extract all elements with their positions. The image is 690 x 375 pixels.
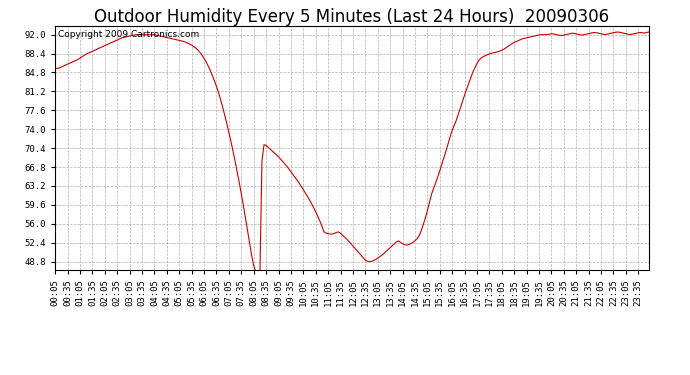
Text: Copyright 2009 Cartronics.com: Copyright 2009 Cartronics.com (58, 30, 199, 39)
Title: Outdoor Humidity Every 5 Minutes (Last 24 Hours)  20090306: Outdoor Humidity Every 5 Minutes (Last 2… (95, 8, 609, 26)
